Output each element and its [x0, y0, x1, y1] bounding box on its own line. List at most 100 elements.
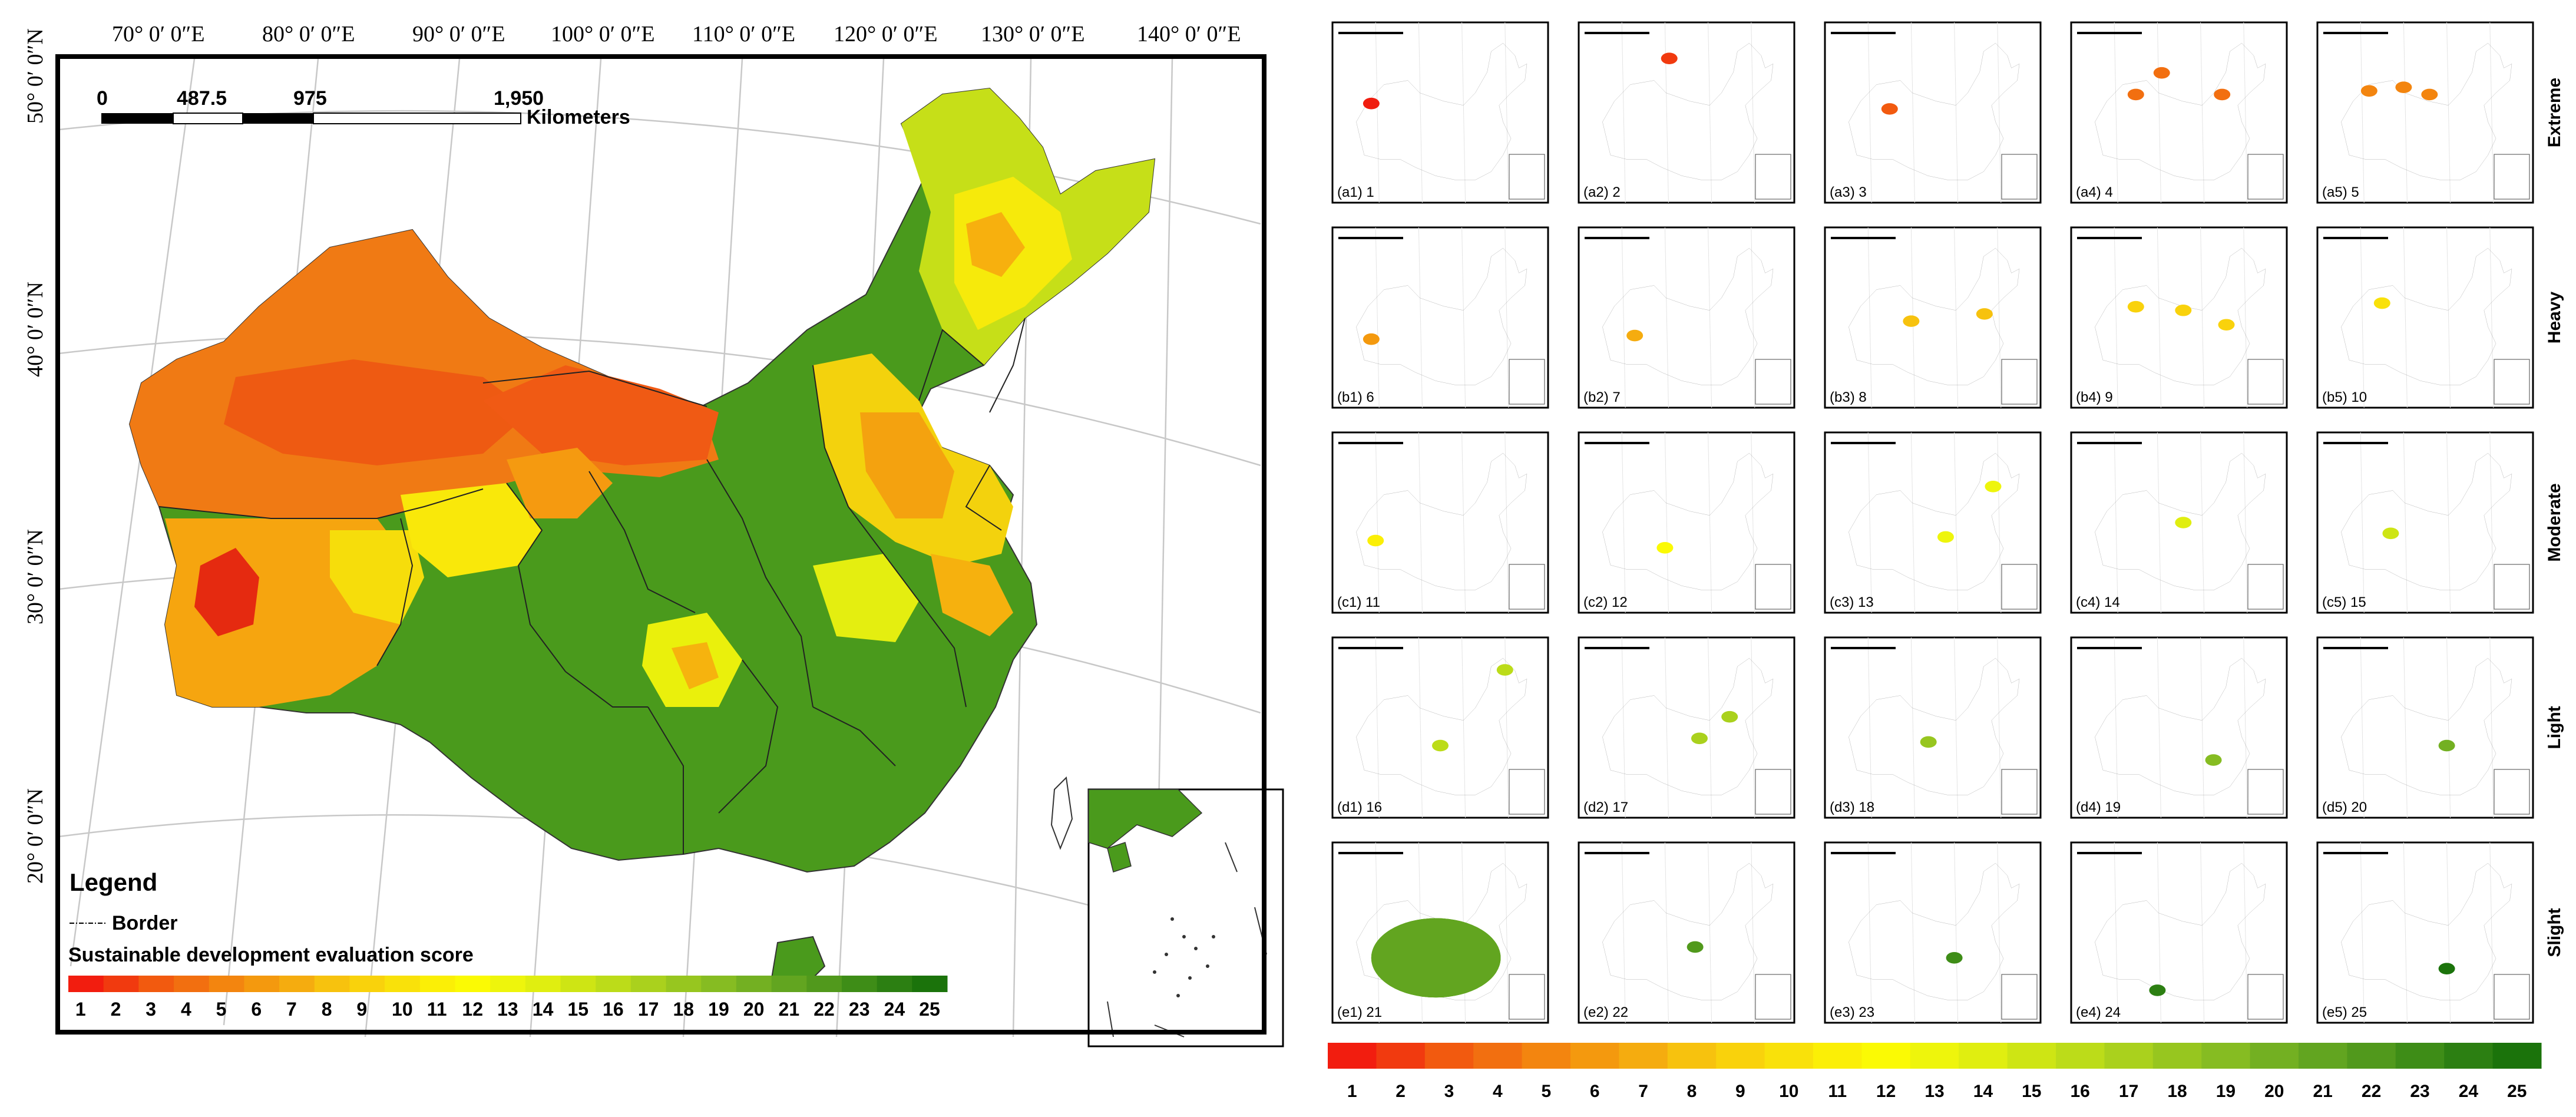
bottom-swatch-7: [1619, 1043, 1668, 1069]
panel-china-outline: [2341, 453, 2512, 590]
panel-inset: [1755, 769, 1791, 815]
lon-label-80: 80° 0′ 0″E: [262, 22, 355, 47]
bottom-num-17: 17: [2119, 1082, 2138, 1101]
bottom-num-1: 1: [1347, 1082, 1357, 1101]
panel-frame: [2316, 841, 2534, 1024]
panel-patch: [1363, 333, 1380, 345]
bottom-swatch-4: [1473, 1043, 1523, 1069]
panel-graticule: [1664, 842, 1669, 1023]
south-china-sea-inset: [1087, 788, 1284, 1047]
panel-patch: [1656, 542, 1674, 554]
panel-inset: [2494, 564, 2530, 610]
panel-label: (a1) 1: [1337, 184, 1374, 200]
panel-scale-bar: [1585, 442, 1649, 444]
row-label-extreme: Extreme: [2545, 78, 2564, 147]
panel-inset: [2001, 974, 2038, 1020]
panel-graticule: [2360, 637, 2365, 818]
panel-graticule: [1708, 637, 1712, 818]
bottom-swatch-8: [1667, 1043, 1717, 1069]
panel-scale-bar: [1338, 32, 1403, 34]
bottom-swatch-5: [1522, 1043, 1571, 1069]
panel-frame: [1331, 636, 1549, 819]
legend-num-11: 11: [427, 999, 447, 1020]
panel-inset: [1509, 564, 1545, 610]
bottom-swatch-1: [1328, 1043, 1377, 1069]
panel-label: (e4) 24: [2076, 1004, 2121, 1020]
panel-label: (d3) 18: [1830, 799, 1874, 815]
panel-a55: (a5) 5: [2316, 21, 2534, 204]
panel-label: (d2) 17: [1583, 799, 1628, 815]
bottom-num-22: 22: [2362, 1082, 2381, 1101]
panel-china-outline: [1602, 248, 1773, 385]
legend: Legend Border Sustainable development ev…: [68, 868, 948, 1020]
panel-label: (d5) 20: [2322, 799, 2367, 815]
legend-num-17: 17: [638, 999, 659, 1020]
panel-frame: [1578, 226, 1795, 409]
panel-china-outline: [2341, 43, 2512, 180]
panel-graticule: [1997, 842, 2002, 1023]
panel-graticule: [2114, 432, 2118, 613]
legend-swatch-12: [455, 976, 491, 992]
panel-label: (c5) 15: [2322, 594, 2366, 610]
panel-inset: [2494, 359, 2530, 405]
panel-d520: (d5) 20: [2316, 636, 2534, 819]
panel-graticule: [2403, 432, 2408, 613]
panel-frame: [2316, 431, 2534, 614]
legend-num-4: 4: [181, 999, 191, 1020]
panel-graticule: [2489, 227, 2494, 408]
legend-swatch-11: [419, 976, 455, 992]
central-yellow: [813, 554, 919, 642]
panel-graticule: [1375, 842, 1380, 1023]
panel-label: (e1) 21: [1337, 1004, 1382, 1020]
panel-inset: [2494, 154, 2530, 200]
panel-frame: [2070, 636, 2288, 819]
panel-china-outline: [2341, 863, 2512, 1000]
legend-swatch-21: [771, 976, 807, 992]
panel-patch: [2421, 88, 2438, 101]
bottom-numbers: 1 2 3 4 5 6 7 8 9 10 11 12 13 14 15 16 17 18 19 20 21 22 23 24 2…: [1347, 1082, 2527, 1101]
lon-labels: 70° 0′ 0″E 80° 0′ 0″E 90° 0′ 0″E 100° 0′…: [112, 22, 1241, 47]
panel-label: (b4) 9: [2076, 389, 2113, 405]
panel-inset: [2001, 564, 2038, 610]
panel-scale-bar: [2323, 647, 2388, 649]
panel-patch: [2175, 517, 2192, 528]
bottom-num-25: 25: [2507, 1082, 2527, 1101]
panel-scale-bar: [2323, 237, 2388, 239]
panel-patch: [1903, 315, 1920, 327]
bottom-num-5: 5: [1541, 1082, 1551, 1101]
panel-label: (d4) 19: [2076, 799, 2121, 815]
panel-patch: [1661, 52, 1678, 64]
bottom-num-4: 4: [1493, 1082, 1503, 1101]
legend-swatch-2: [103, 976, 139, 992]
panel-patch: [2373, 297, 2390, 309]
panel-graticule: [2403, 842, 2408, 1023]
panel-graticule: [1751, 637, 1755, 818]
panel-inset: [2494, 974, 2530, 1020]
panel-scale-bar: [1338, 852, 1403, 854]
panel-scale-bar: [1831, 237, 1896, 239]
legend-swatch-23: [841, 976, 878, 992]
bottom-swatch-12: [1861, 1043, 1911, 1069]
bottom-num-23: 23: [2410, 1082, 2429, 1101]
panel-patch: [2438, 739, 2455, 752]
panel-label: (e2) 22: [1583, 1004, 1628, 1020]
panel-patch: [2175, 304, 2192, 316]
panel-scale-bar: [2323, 852, 2388, 854]
panel-china-outline: [1848, 43, 2019, 180]
panel-graticule: [1504, 842, 1509, 1023]
panel-graticule: [1751, 227, 1755, 408]
panel-graticule: [1664, 22, 1669, 203]
panel-graticule: [1418, 227, 1423, 408]
panel-scale-bar: [1585, 237, 1649, 239]
panel-label: (c4) 14: [2076, 594, 2120, 610]
panel-graticule: [1664, 227, 1669, 408]
panel-china-outline: [2095, 453, 2266, 590]
bottom-num-21: 21: [2313, 1082, 2333, 1101]
legend-num-14: 14: [533, 999, 554, 1020]
panel-label: (a5) 5: [2322, 184, 2359, 200]
panel-graticule: [2360, 432, 2365, 613]
panel-graticule: [1375, 227, 1380, 408]
legend-num-16: 16: [603, 999, 624, 1020]
panel-graticule: [2200, 22, 2205, 203]
panel-graticule: [1461, 637, 1466, 818]
